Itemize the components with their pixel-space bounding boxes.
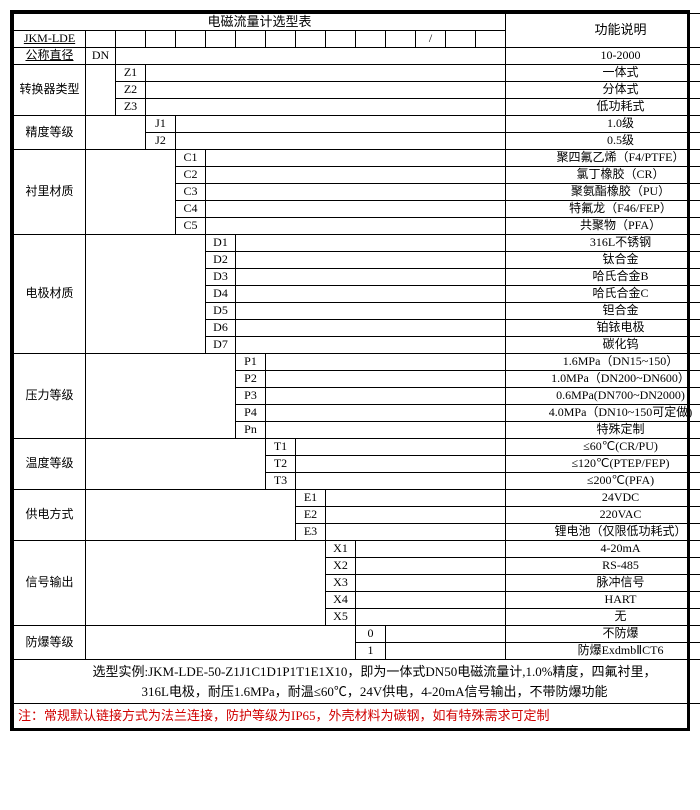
- footer-example: 选型实例:JKM-LDE-50-Z1J1C1D1P1T1E1X10，即为一体式D…: [14, 660, 700, 704]
- main-title: 电磁流量计选型表: [14, 14, 506, 31]
- electrode-desc-4: 钽合金: [506, 303, 700, 320]
- power-desc-0: 24VDC: [506, 490, 700, 507]
- electrode-desc-2: 哈氏合金B: [506, 269, 700, 286]
- converter-code-1: Z2: [116, 82, 146, 99]
- electrode-code-5: D6: [206, 320, 236, 337]
- slash-cell: /: [416, 31, 446, 48]
- converter-code-0: Z1: [116, 65, 146, 82]
- pressure-desc-1: 1.0MPa（DN200~DN600）: [506, 371, 700, 388]
- power-desc-1: 220VAC: [506, 507, 700, 524]
- nominal-label: 公称直径: [14, 48, 86, 65]
- electrode-code-6: D7: [206, 337, 236, 354]
- electrode-desc-3: 哈氏合金C: [506, 286, 700, 303]
- lining-label: 衬里材质: [14, 150, 86, 235]
- pressure-code-2: P3: [236, 388, 266, 405]
- power-label: 供电方式: [14, 490, 86, 541]
- footer-note: 注：常规默认链接方式为法兰连接，防护等级为IP65，外壳材料为碳钢，如有特殊需求…: [14, 704, 700, 728]
- power-code-2: E3: [296, 524, 326, 541]
- electrode-code-0: D1: [206, 235, 236, 252]
- electrode-desc-0: 316L不锈钢: [506, 235, 700, 252]
- temp-label: 温度等级: [14, 439, 86, 490]
- signal-code-1: X2: [326, 558, 356, 575]
- lining-desc-2: 聚氨酯橡胶（PU）: [506, 184, 700, 201]
- temp-desc-1: ≤120℃(PTEP/FEP): [506, 456, 700, 473]
- temp-code-0: T1: [266, 439, 296, 456]
- converter-desc-1: 分体式: [506, 82, 700, 99]
- power-code-1: E2: [296, 507, 326, 524]
- lining-desc-4: 共聚物（PFA）: [506, 218, 700, 235]
- signal-desc-1: RS-485: [506, 558, 700, 575]
- pressure-code-1: P2: [236, 371, 266, 388]
- pressure-code-0: P1: [236, 354, 266, 371]
- selection-table: 电磁流量计选型表 功能说明 JKM-LDE / 公称直径 DN 10-2000 …: [13, 13, 700, 728]
- electrode-code-3: D4: [206, 286, 236, 303]
- electrode-code-1: D2: [206, 252, 236, 269]
- temp-code-1: T2: [266, 456, 296, 473]
- pressure-code-4: Pn: [236, 422, 266, 439]
- electrode-code-4: D5: [206, 303, 236, 320]
- temp-code-2: T3: [266, 473, 296, 490]
- electrode-desc-5: 铂铱电极: [506, 320, 700, 337]
- electrode-desc-1: 钛合金: [506, 252, 700, 269]
- electrode-code-2: D3: [206, 269, 236, 286]
- pressure-code-3: P4: [236, 405, 266, 422]
- explosion-desc-0: 不防爆: [506, 626, 700, 643]
- model-code: JKM-LDE: [14, 31, 86, 48]
- temp-desc-0: ≤60℃(CR/PU): [506, 439, 700, 456]
- temp-desc-2: ≤200℃(PFA): [506, 473, 700, 490]
- lining-desc-3: 特氟龙（F46/FEP）: [506, 201, 700, 218]
- func-title: 功能说明: [506, 14, 700, 48]
- nominal-code: DN: [86, 48, 116, 65]
- accuracy-label: 精度等级: [14, 116, 86, 150]
- electrode-desc-6: 碳化钨: [506, 337, 700, 354]
- electrode-label: 电极材质: [14, 235, 86, 354]
- accuracy-code-0: J1: [146, 116, 176, 133]
- power-desc-2: 锂电池（仅限低功耗式）: [506, 524, 700, 541]
- signal-desc-0: 4-20mA: [506, 541, 700, 558]
- explosion-desc-1: 防爆ExdmbⅡCT6: [506, 643, 700, 660]
- signal-code-2: X3: [326, 575, 356, 592]
- lining-code-4: C5: [176, 218, 206, 235]
- accuracy-desc-0: 1.0级: [506, 116, 700, 133]
- pressure-desc-0: 1.6MPa（DN15~150）: [506, 354, 700, 371]
- lining-code-1: C2: [176, 167, 206, 184]
- lining-code-3: C4: [176, 201, 206, 218]
- lining-code-2: C3: [176, 184, 206, 201]
- pressure-desc-3: 4.0MPa（DN10~150可定做): [506, 405, 700, 422]
- accuracy-code-1: J2: [146, 133, 176, 150]
- converter-code-2: Z3: [116, 99, 146, 116]
- signal-code-0: X1: [326, 541, 356, 558]
- accuracy-desc-1: 0.5级: [506, 133, 700, 150]
- power-code-0: E1: [296, 490, 326, 507]
- selection-table-frame: 电磁流量计选型表 功能说明 JKM-LDE / 公称直径 DN 10-2000 …: [10, 10, 690, 731]
- lining-desc-0: 聚四氟乙烯（F4/PTFE）: [506, 150, 700, 167]
- signal-code-4: X5: [326, 609, 356, 626]
- pressure-label: 压力等级: [14, 354, 86, 439]
- explosion-code-0: 0: [356, 626, 386, 643]
- signal-desc-3: HART: [506, 592, 700, 609]
- nominal-desc: 10-2000: [506, 48, 700, 65]
- lining-desc-1: 氯丁橡胶（CR）: [506, 167, 700, 184]
- explosion-label: 防爆等级: [14, 626, 86, 660]
- signal-desc-4: 无: [506, 609, 700, 626]
- signal-code-3: X4: [326, 592, 356, 609]
- converter-desc-2: 低功耗式: [506, 99, 700, 116]
- pressure-desc-4: 特殊定制: [506, 422, 700, 439]
- lining-code-0: C1: [176, 150, 206, 167]
- explosion-code-1: 1: [356, 643, 386, 660]
- converter-label: 转换器类型: [14, 65, 86, 116]
- signal-desc-2: 脉冲信号: [506, 575, 700, 592]
- signal-label: 信号输出: [14, 541, 86, 626]
- pressure-desc-2: 0.6MPa(DN700~DN2000): [506, 388, 700, 405]
- converter-desc-0: 一体式: [506, 65, 700, 82]
